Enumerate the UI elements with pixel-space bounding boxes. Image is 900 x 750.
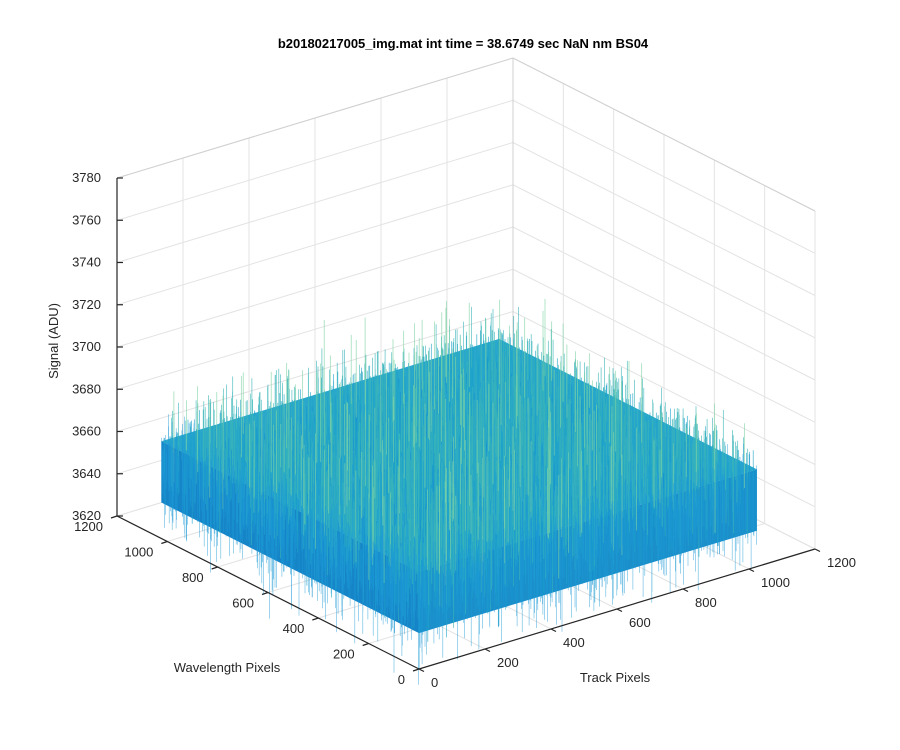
x-tick (748, 568, 755, 573)
x-axis-label: Track Pixels (580, 670, 651, 685)
z-tick-label: 3780 (72, 170, 101, 185)
y-tick (110, 515, 118, 519)
y-tick (161, 540, 168, 545)
y-axis-label: Wavelength Pixels (174, 660, 281, 675)
x-tick-label: 1000 (761, 575, 790, 590)
x-tick (814, 548, 821, 553)
tick-labels: 0 200 400 600 800 1000 1200 0 200 400 600 800 1000 12… (72, 170, 856, 690)
x-tick-label: 0 (431, 675, 438, 690)
x-tick-label: 1200 (827, 555, 856, 570)
y-tick-label: 0 (398, 672, 405, 687)
surface-noise-4 (173, 298, 745, 606)
x-tick (616, 608, 623, 613)
surface-fringe (161, 414, 757, 685)
y-tick-label: 200 (333, 647, 355, 662)
chart-title: b20180217005_img.mat int time = 38.6749 … (278, 36, 649, 51)
y-tick (211, 566, 218, 570)
y-tick-label: 1000 (124, 545, 153, 560)
z-tick-label: 3740 (72, 255, 101, 270)
x-tick (682, 588, 689, 593)
z-tick-label: 3700 (72, 339, 101, 354)
y-tick-label: 600 (232, 596, 254, 611)
z-axis-label: Signal (ADU) (46, 303, 61, 379)
axis-lines (110, 177, 821, 673)
z-tick-label: 3620 (72, 508, 101, 523)
x-tick-label: 800 (695, 595, 717, 610)
z-tick-label: 3640 (72, 466, 101, 481)
x-tick (484, 648, 491, 653)
z-tick-label: 3720 (72, 297, 101, 312)
x-tick-label: 400 (563, 635, 585, 650)
y-tick (312, 617, 319, 621)
y-tick (261, 591, 269, 596)
x-tick-label: 200 (497, 655, 519, 670)
z-tick-label: 3760 (72, 212, 101, 227)
x-tick (418, 668, 425, 673)
signal-surface (161, 298, 757, 685)
y-tick (412, 668, 420, 672)
y-tick-label: 400 (283, 621, 305, 636)
x-tick (550, 628, 557, 633)
surface-noise-3 (171, 306, 749, 628)
z-tick-label: 3660 (72, 424, 101, 439)
axes-3d: 0 200 400 600 800 1000 1200 0 200 400 600 800 1000 12… (72, 57, 856, 690)
y-tick-label: 1200 (74, 519, 103, 534)
x-tick-label: 600 (629, 615, 651, 630)
z-tick-label: 3680 (72, 381, 101, 396)
y-tick (362, 642, 369, 647)
y-tick-label: 800 (182, 570, 204, 585)
